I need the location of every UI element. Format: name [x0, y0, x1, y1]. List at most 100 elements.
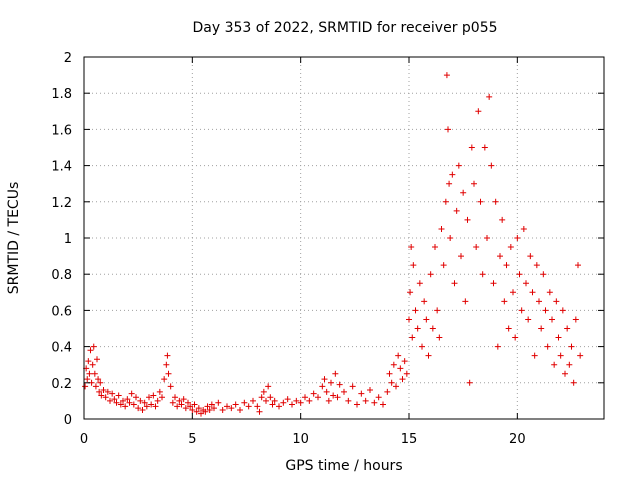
data-point: [464, 216, 471, 223]
data-point: [555, 334, 562, 341]
data-point: [412, 307, 419, 314]
data-point: [345, 397, 352, 404]
y-tick-label: 2: [64, 51, 72, 66]
data-point: [473, 244, 480, 251]
data-point: [178, 401, 185, 408]
data-point: [523, 280, 529, 287]
data-point: [330, 392, 337, 399]
data-point: [165, 370, 172, 377]
data-point: [289, 401, 295, 408]
data-point: [399, 376, 406, 383]
data-point: [172, 394, 178, 401]
data-point: [536, 298, 542, 305]
data-point: [455, 162, 462, 169]
data-point: [475, 108, 482, 115]
data-point: [525, 316, 532, 323]
data-point: [297, 399, 304, 406]
data-point: [449, 171, 456, 178]
data-point: [443, 72, 450, 79]
data-point: [302, 394, 308, 401]
data-point: [91, 370, 98, 377]
data-point: [258, 394, 265, 401]
data-point: [263, 397, 269, 404]
data-point: [124, 396, 131, 403]
data-point: [533, 262, 540, 269]
data-point: [141, 399, 148, 406]
data-point: [409, 334, 416, 341]
data-point: [97, 379, 104, 386]
data-point: [95, 376, 102, 383]
data-point: [232, 401, 239, 408]
data-point: [133, 394, 139, 401]
data-point: [516, 271, 523, 278]
data-point: [176, 397, 183, 404]
data-point: [206, 406, 213, 413]
data-point: [401, 358, 408, 365]
axis-ticks: [83, 56, 604, 420]
data-point: [182, 405, 189, 412]
data-point: [115, 392, 122, 399]
data-point: [315, 394, 321, 401]
data-point: [113, 399, 120, 406]
data-point: [388, 379, 395, 386]
data-point: [425, 352, 432, 359]
data-point: [380, 401, 386, 408]
data-point: [276, 403, 282, 410]
data-point: [408, 244, 415, 251]
grid: [84, 57, 604, 419]
data-point: [575, 262, 581, 269]
data-point: [174, 403, 181, 410]
data-point: [323, 388, 330, 395]
data-point: [406, 316, 412, 323]
data-point: [130, 401, 137, 408]
data-point: [371, 399, 378, 406]
data-point: [423, 316, 430, 323]
data-point: [237, 406, 243, 413]
data-point: [169, 399, 176, 406]
x-tick-label: 15: [401, 432, 418, 447]
data-point: [375, 394, 382, 401]
data-point: [267, 394, 274, 401]
data-point: [568, 343, 575, 350]
data-point: [446, 180, 453, 187]
data-point: [566, 361, 573, 368]
data-point: [82, 383, 89, 390]
x-axis-label: GPS time / hours: [285, 458, 402, 474]
data-point: [503, 262, 510, 269]
data-point: [354, 401, 360, 408]
data-point: [570, 379, 577, 386]
data-point: [85, 358, 92, 365]
data-point: [462, 298, 469, 305]
data-point: [445, 126, 451, 133]
y-tick-label: 1.8: [51, 87, 72, 102]
data-point: [540, 271, 547, 278]
data-point: [215, 399, 222, 406]
data-point: [407, 289, 414, 296]
x-tick-label: 20: [509, 432, 526, 447]
data-point: [553, 298, 560, 305]
data-point: [122, 403, 129, 410]
data-point: [529, 289, 536, 296]
data-point: [241, 399, 248, 406]
data-point: [293, 397, 300, 404]
data-point: [447, 235, 454, 241]
data-point: [193, 408, 200, 415]
data-point: [484, 235, 490, 241]
data-point: [260, 388, 267, 395]
data-point: [390, 361, 397, 368]
data-point: [161, 376, 168, 383]
data-point: [139, 406, 146, 413]
data-point: [466, 379, 473, 386]
data-point: [146, 394, 152, 401]
data-point: [135, 405, 142, 412]
data-point: [284, 396, 291, 403]
data-point: [198, 410, 204, 417]
data-point: [245, 403, 252, 410]
data-point: [397, 365, 404, 372]
data-point: [429, 325, 436, 332]
data-point: [427, 271, 434, 278]
data-point: [416, 280, 423, 287]
y-tick-label: 0.2: [51, 377, 72, 392]
data-point: [159, 394, 165, 401]
